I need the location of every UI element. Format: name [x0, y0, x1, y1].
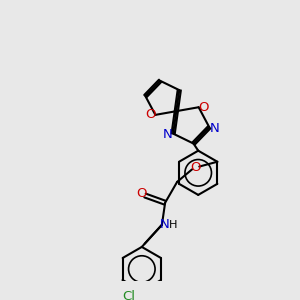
Text: Cl: Cl: [122, 290, 135, 300]
Text: O: O: [136, 188, 146, 200]
Text: O: O: [199, 101, 209, 114]
Text: O: O: [145, 108, 156, 122]
Text: N: N: [210, 122, 219, 135]
Text: N: N: [163, 128, 173, 141]
Text: N: N: [160, 218, 170, 231]
Text: O: O: [190, 161, 200, 174]
Text: H: H: [169, 220, 177, 230]
